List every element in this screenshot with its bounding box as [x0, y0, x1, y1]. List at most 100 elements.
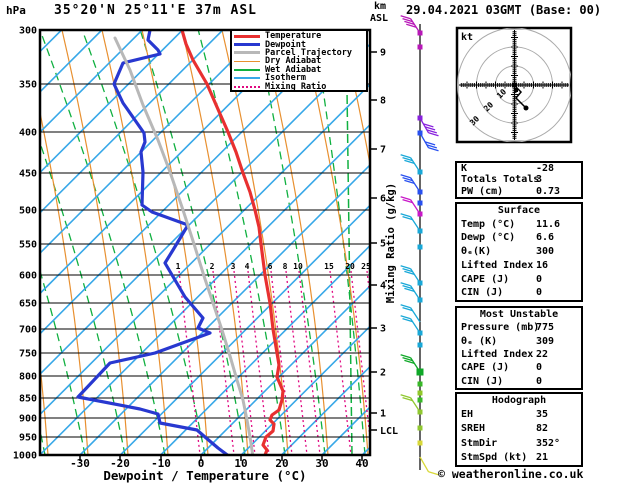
wind-barb	[400, 154, 423, 175]
wind-barb	[400, 174, 423, 195]
legend-swatch	[234, 51, 260, 55]
mixing-ratio-value-label: 25	[361, 262, 371, 271]
wet-adiabat-line	[0, 30, 5, 455]
index-value: 22	[536, 348, 549, 360]
indices-row: EH 35	[457, 408, 581, 422]
index-label: Lifted Index	[461, 348, 534, 360]
hodograph-origin-marker	[512, 82, 517, 88]
index-label: PW (cm)	[461, 185, 504, 197]
indices-group-title: Most Unstable	[479, 309, 559, 320]
mixing-ratio-line	[233, 270, 256, 455]
temperature-curve	[180, 30, 285, 455]
temp-tick-label: -20	[110, 457, 130, 470]
pressure-tick-label: 300	[19, 26, 37, 37]
dry-adiabat-line	[61, 30, 129, 455]
legend-swatch	[234, 69, 260, 71]
isotherm-line	[40, 30, 224, 214]
indices-row: CIN (J) 0	[457, 375, 581, 388]
index-value: 82	[536, 423, 549, 435]
indices-row: Lifted Index 22	[457, 348, 581, 361]
dry-adiabat-line	[0, 30, 8, 455]
km-tick-label: 1	[380, 409, 386, 420]
wet-adiabat-line	[313, 30, 366, 455]
temp-tick-label: -10	[151, 457, 171, 470]
index-value: 0	[536, 273, 543, 285]
wind-barb	[419, 456, 439, 476]
pressure-tick-label: 950	[19, 433, 37, 444]
wet-adiabat-line	[346, 89, 353, 455]
indices-row: K -28	[457, 163, 581, 174]
index-value: 0.73	[536, 185, 561, 197]
wind-barb	[417, 44, 423, 50]
indices-box: Most Unstable Pressure (mb) 775 θₑ (K) 309 Li…	[455, 306, 583, 390]
pressure-tick-label: 600	[19, 271, 37, 282]
wind-barb	[400, 304, 421, 323]
wet-adiabat-line	[427, 30, 445, 455]
index-value: -28	[536, 163, 555, 174]
dry-adiabat-line	[221, 30, 289, 455]
temp-tick-label: 30	[315, 457, 328, 470]
hodograph-unit-label: kt	[461, 32, 473, 43]
pressure-unit-label: hPa	[6, 4, 26, 17]
wind-barb	[417, 115, 439, 137]
datetime-title: 29.04.2021 03GMT (Base: 00)	[406, 3, 602, 17]
legend-swatch	[234, 60, 260, 63]
wet-adiabat-line	[197, 30, 286, 455]
pressure-tick-label: 450	[19, 169, 37, 180]
index-label: StmSpd (kt)	[461, 451, 528, 463]
indices-group-title: Surface	[497, 205, 541, 216]
legend-item: Wet Adiabat	[234, 65, 366, 75]
indices-row: CAPE (J) 0	[457, 361, 581, 374]
dry-adiabat-line	[40, 360, 49, 455]
km-tick-label: 6	[380, 194, 386, 205]
wet-adiabat-line	[139, 30, 246, 455]
dry-adiabat-line	[301, 30, 369, 455]
parcel-trajectory-curve	[113, 36, 255, 455]
km-tick-label: 4	[380, 281, 386, 292]
legend-item: Isotherm	[234, 73, 366, 83]
isotherm-line	[200, 284, 370, 455]
wind-barb	[400, 282, 423, 303]
indices-row: CAPE (J) 0	[457, 273, 581, 287]
wind-barb	[400, 354, 424, 376]
pressure-tick-label: 400	[19, 128, 37, 139]
mixing-ratio-value-label: 20	[345, 262, 355, 271]
legend-label: Dewpoint	[265, 39, 306, 50]
hodograph-trace	[514, 86, 527, 109]
indices-row: StmDir 352°	[457, 437, 581, 451]
mixing-ratio-value-label: 10	[293, 262, 303, 271]
wind-barb	[400, 213, 423, 234]
index-label: θₑ (K)	[461, 335, 498, 347]
index-value: 0	[536, 375, 543, 387]
indices-row: PW (cm) 0.73	[457, 186, 581, 197]
mixing-ratio-value-label: 15	[324, 262, 334, 271]
indices-row: StmSpd (kt) 21	[457, 451, 581, 465]
wind-barb	[400, 394, 423, 415]
x-axis-title: Dewpoint / Temperature (°C)	[103, 468, 307, 483]
isotherm-line	[40, 123, 370, 455]
index-label: CIN (J)	[461, 375, 504, 387]
indices-row: SREH 82	[457, 422, 581, 436]
index-label: K	[461, 163, 468, 174]
index-value: 309	[536, 335, 555, 347]
index-label: Pressure (mb)	[461, 322, 540, 334]
indices-group-title: Hodograph	[491, 395, 547, 406]
index-label: Lifted Index	[461, 259, 534, 271]
index-value: 21	[536, 451, 549, 463]
index-label: CAPE (J)	[461, 362, 510, 374]
isotherm-line	[40, 30, 184, 174]
wet-adiabat-line	[255, 30, 326, 455]
legend-swatch	[234, 43, 260, 47]
pressure-tick-label: 550	[19, 240, 37, 251]
wet-adiabat-line	[40, 268, 86, 455]
mixing-ratio-value-label: 6	[268, 262, 273, 271]
index-label: Temp (°C)	[461, 218, 516, 230]
dry-adiabat-line	[40, 109, 89, 455]
isotherm-line	[40, 30, 143, 134]
indices-row: θₑ (K) 309	[457, 335, 581, 348]
index-value: 0	[536, 287, 543, 299]
index-label: CIN (J)	[461, 287, 504, 299]
legend-item: Mixing Ratio	[234, 82, 366, 92]
hodograph-trace-end	[523, 105, 529, 111]
